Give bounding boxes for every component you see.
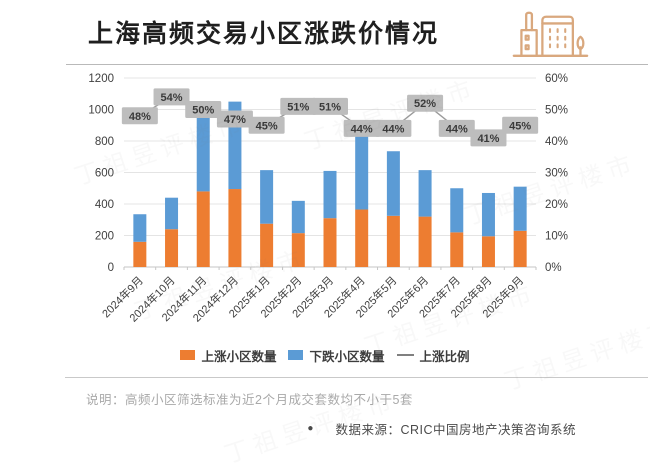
- page-title: 上海高频交易小区涨跌价情况: [88, 20, 440, 48]
- bar-fall-6: [323, 170, 337, 219]
- ratio-label-box: [438, 119, 475, 137]
- chart-card: { "header": { "title": "上海高频交易小区涨跌价情况" }…: [0, 0, 650, 438]
- legend-item-2: 上涨比例: [396, 346, 470, 365]
- ratio-label-box: [343, 119, 380, 137]
- bar-rise-5: [291, 233, 305, 267]
- left-axis-label: 1000: [88, 105, 114, 117]
- right-axis-label: 20%: [545, 199, 568, 211]
- bar-fall-2: [196, 115, 210, 192]
- right-axis-label: 0%: [545, 262, 562, 274]
- ratio-label-box: [185, 101, 222, 118]
- ratio-label: 44%: [446, 123, 468, 135]
- header: 上海高频交易小区涨跌价情况: [66, 0, 648, 65]
- legend-label: 上涨比例: [419, 349, 470, 364]
- note-text: 说明：高频小区筛选标准为近2个月成交套数均不小于5套: [86, 393, 413, 407]
- legend-square-marker: [180, 350, 196, 360]
- right-axis-label: 40%: [545, 136, 568, 148]
- ratio-label: 51%: [287, 101, 309, 113]
- legend-label: 下跌小区数量: [309, 349, 385, 364]
- legend-square-marker: [288, 350, 304, 360]
- footer-divider: [65, 377, 648, 378]
- bar-fall-0: [133, 214, 147, 242]
- bar-rise-7: [355, 209, 369, 267]
- buildings-icon: [512, 11, 589, 57]
- bar-rise-9: [418, 216, 432, 267]
- ratio-label-box: [312, 97, 348, 115]
- bar-rise-12: [513, 230, 527, 267]
- legend-item-1: 下跌小区数量: [288, 346, 385, 365]
- bar-fall-9: [418, 170, 432, 217]
- source-row: ● 数据来源：CRIC中国房地产决策咨询系统: [307, 419, 576, 438]
- left-axis-label: 600: [95, 168, 114, 180]
- ratio-label-box: [375, 119, 412, 137]
- legend-line-marker: [396, 353, 414, 357]
- ratio-label: 54%: [161, 92, 183, 104]
- source-text: 数据来源：CRIC中国房地产决策咨询系统: [335, 423, 576, 437]
- right-axis-label: 30%: [545, 168, 568, 180]
- bar-rise-6: [323, 218, 337, 267]
- legend-label: 上涨小区数量: [201, 349, 277, 364]
- chart-area: 0 0% 200 10% 400 20% 600 30% 800 40% 1000 50% 1200 60…: [0, 68, 650, 344]
- ratio-label-box: [502, 116, 539, 134]
- ratio-label: 45%: [509, 120, 531, 132]
- left-axis-label: 0: [108, 262, 114, 274]
- bar-rise-10: [450, 232, 464, 267]
- price-chart: 0 0% 200 10% 400 20% 600 30% 800 40% 1000 50% 1200 60…: [88, 73, 568, 325]
- ratio-label: 47%: [224, 114, 246, 126]
- left-axis-label: 1200: [88, 73, 114, 85]
- bar-rise-3: [228, 189, 242, 267]
- ratio-label-box: [407, 94, 444, 112]
- ratio-label-box: [470, 129, 507, 147]
- ratio-label-box: [153, 88, 190, 106]
- ratio-label-box: [280, 97, 317, 115]
- bar-rise-0: [133, 241, 147, 267]
- chart-legend: 上涨小区数量 下跌小区数量 上涨比例: [0, 346, 650, 364]
- bar-fall-12: [513, 186, 527, 231]
- ratio-label-box: [121, 107, 158, 125]
- legend-item-0: 上涨小区数量: [180, 346, 276, 365]
- right-axis-label: 50%: [545, 105, 568, 117]
- left-axis-label: 400: [95, 199, 114, 211]
- bar-rise-1: [165, 229, 179, 267]
- bar-rise-8: [386, 215, 400, 267]
- left-axis-label: 800: [95, 136, 114, 148]
- bar-rise-2: [196, 191, 210, 267]
- bar-fall-7: [355, 136, 369, 210]
- ratio-label: 48%: [129, 111, 151, 123]
- right-axis-label: 60%: [545, 73, 568, 85]
- ratio-label: 50%: [192, 105, 214, 117]
- ratio-label-box: [248, 116, 285, 134]
- ratio-label: 44%: [382, 123, 404, 135]
- bar-fall-4: [260, 170, 274, 224]
- bar-fall-5: [291, 200, 305, 234]
- ratio-label: 41%: [477, 133, 499, 145]
- ratio-label: 51%: [319, 101, 341, 113]
- ratio-label: 44%: [351, 123, 373, 135]
- ratio-label: 45%: [256, 120, 278, 132]
- bar-rise-4: [260, 223, 274, 267]
- bar-fall-1: [165, 197, 179, 230]
- bar-fall-8: [386, 151, 400, 216]
- right-axis-label: 10%: [545, 231, 568, 243]
- bullet-icon: ●: [307, 423, 314, 434]
- bar-fall-10: [450, 188, 464, 233]
- bar-fall-11: [481, 192, 495, 237]
- bar-rise-11: [481, 236, 495, 267]
- left-axis-label: 200: [95, 231, 114, 243]
- ratio-label-box: [216, 110, 253, 128]
- ratio-label: 52%: [414, 98, 436, 110]
